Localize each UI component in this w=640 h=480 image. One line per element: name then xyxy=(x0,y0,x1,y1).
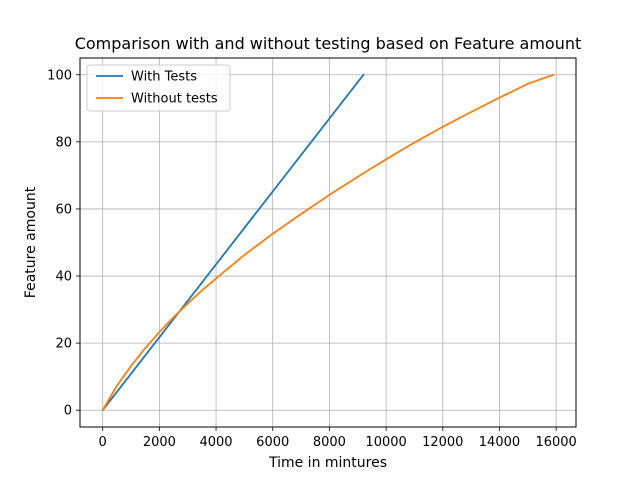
x-tick-label: 0 xyxy=(99,435,107,450)
x-tick-label: 16000 xyxy=(535,435,576,450)
y-tick-label: 40 xyxy=(55,270,72,285)
y-tick-label: 100 xyxy=(47,68,72,83)
series-line-2 xyxy=(101,73,555,412)
series-line-1 xyxy=(101,73,365,412)
legend-label-2: Without tests xyxy=(131,92,218,107)
plot-frame xyxy=(79,57,577,428)
chart-title: Comparison with and without testing base… xyxy=(75,34,582,53)
x-tick-label: 2000 xyxy=(143,435,176,450)
tick-layer: 0 2000 4000 6000 8000 10000 12000 14000 16000 0 20… xyxy=(47,68,577,450)
grid xyxy=(80,58,576,427)
y-axis-label: Feature amount xyxy=(23,186,39,298)
x-tick-label: 12000 xyxy=(422,435,463,450)
y-tick-label: 60 xyxy=(55,202,72,217)
x-tick-label: 14000 xyxy=(479,435,520,450)
y-tick-label: 80 xyxy=(55,135,72,150)
x-tick-label: 10000 xyxy=(365,435,406,450)
legend: With Tests Without tests xyxy=(86,64,231,112)
x-tick-label: 8000 xyxy=(313,435,346,450)
legend-label-1: With Tests xyxy=(131,70,197,85)
y-tick-label: 20 xyxy=(55,337,72,352)
x-tick-label: 6000 xyxy=(256,435,289,450)
y-tick-label: 0 xyxy=(64,404,72,419)
x-axis-label: Time in mintures xyxy=(268,455,387,471)
series-layer xyxy=(101,73,555,412)
x-tick-label: 4000 xyxy=(199,435,232,450)
